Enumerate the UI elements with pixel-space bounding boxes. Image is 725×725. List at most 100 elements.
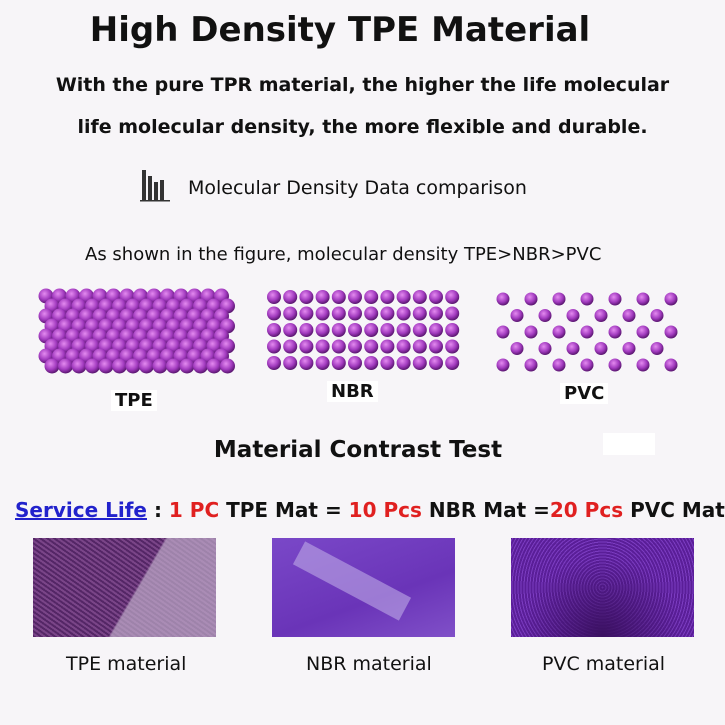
- molecule-dot: [348, 356, 362, 370]
- molecule-dot: [267, 339, 281, 354]
- molecule-dot: [299, 339, 314, 354]
- molecule-dot: [315, 306, 330, 321]
- molecule-dot: [380, 356, 395, 370]
- molecule-dot: [58, 358, 73, 374]
- molecule-dot: [664, 292, 678, 306]
- tpe-count: 1 PC: [168, 498, 220, 522]
- page-title: High Density TPE Material: [89, 10, 591, 50]
- molecule-dot: [429, 356, 443, 370]
- molecule-dot: [524, 358, 538, 372]
- molecule-dot: [139, 358, 154, 374]
- tpe-material-photo: [33, 538, 216, 637]
- molecule-dot: [429, 323, 443, 337]
- molecule-dot: [380, 290, 395, 304]
- molecule-dot: [44, 358, 60, 374]
- molecule-dot: [299, 323, 314, 337]
- molecule-dot: [552, 292, 566, 306]
- molecule-dot: [112, 358, 127, 374]
- molecule-dot: [496, 325, 510, 339]
- molecule-dot: [380, 339, 395, 354]
- molecule-dot: [315, 339, 330, 354]
- molecule-dot: [594, 309, 608, 322]
- intro-line-2: life molecular density, the more flexibl…: [77, 116, 648, 138]
- molecule-dot: [98, 358, 114, 374]
- molecule-dot: [445, 290, 460, 304]
- molecule-dot: [299, 356, 314, 370]
- molecule-dot: [650, 309, 664, 322]
- molecule-dot: [650, 342, 664, 355]
- nbr-count: 10 Pcs: [348, 498, 422, 522]
- molecule-dot: [348, 339, 362, 354]
- density-title: Molecular Density Data comparison: [188, 177, 527, 199]
- molecule-dot: [364, 356, 379, 370]
- molecule-dot: [580, 292, 594, 306]
- molecule-dot: [608, 358, 622, 372]
- tpe-caption: TPE material: [66, 653, 187, 675]
- molecule-dot: [85, 358, 100, 374]
- molecule-dot: [429, 339, 443, 354]
- molecule-dot: [566, 309, 580, 322]
- molecule-dot: [267, 306, 281, 321]
- molecule-dot: [331, 339, 346, 354]
- molecule-dot: [331, 290, 346, 304]
- molecule-dot: [664, 325, 678, 339]
- molecule-dot: [636, 358, 650, 372]
- molecule-dot: [283, 290, 298, 304]
- molecule-dot: [380, 306, 395, 321]
- molecule-dot: [552, 358, 566, 372]
- pvc-label: PVC: [560, 383, 609, 404]
- molecule-dot: [538, 342, 552, 355]
- molecule-dot: [364, 323, 379, 337]
- figure-note: As shown in the figure, molecular densit…: [85, 244, 602, 265]
- molecule-dot: [510, 309, 524, 322]
- molecule-dot: [445, 356, 460, 370]
- pvc-molecule-grid: [496, 292, 678, 372]
- molecule-dot: [315, 356, 330, 370]
- molecule-dot: [315, 290, 330, 304]
- molecule-dot: [412, 306, 427, 321]
- tpe-text: TPE Mat =: [219, 498, 349, 522]
- pvc-material-photo: [511, 538, 694, 637]
- nbr-label: NBR: [327, 381, 378, 402]
- molecule-dot: [396, 323, 411, 337]
- molecule-dot: [396, 356, 411, 370]
- molecule-dot: [524, 325, 538, 339]
- molecule-dot: [412, 290, 427, 304]
- molecule-dot: [267, 290, 281, 304]
- molecule-dot: [566, 342, 580, 355]
- molecule-dot: [580, 358, 594, 372]
- molecule-dot: [267, 356, 281, 370]
- molecule-dot: [364, 290, 379, 304]
- molecule-dot: [396, 306, 411, 321]
- molecule-dot: [622, 342, 636, 355]
- molecule-dot: [636, 292, 650, 306]
- contrast-title: Material Contrast Test: [213, 437, 503, 463]
- molecule-dot: [331, 306, 346, 321]
- molecule-dot: [152, 358, 168, 374]
- service-life-link[interactable]: Service Life: [15, 498, 147, 522]
- molecule-dot: [380, 323, 395, 337]
- molecule-dot: [364, 306, 379, 321]
- separator: :: [146, 498, 169, 522]
- molecule-dot: [412, 339, 427, 354]
- molecule-dot: [331, 356, 346, 370]
- pvc-text: PVC Mat: [623, 498, 725, 522]
- molecule-dot: [608, 325, 622, 339]
- molecule-dot: [206, 358, 222, 374]
- molecule-dot: [315, 323, 330, 337]
- molecule-dot: [412, 323, 427, 337]
- molecule-dot: [179, 358, 195, 374]
- molecule-dot: [496, 292, 510, 306]
- molecule-dot: [166, 358, 181, 374]
- molecule-dot: [71, 358, 87, 374]
- molecule-dot: [538, 309, 552, 322]
- molecule-dot: [396, 339, 411, 354]
- nbr-molecule-grid: [267, 290, 460, 370]
- nbr-caption: NBR material: [306, 653, 432, 675]
- molecule-dot: [331, 323, 346, 337]
- molecule-dot: [524, 292, 538, 306]
- molecule-dot: [283, 306, 298, 321]
- molecule-dot: [348, 306, 362, 321]
- molecule-dot: [594, 342, 608, 355]
- intro-line-1: With the pure TPR material, the higher t…: [55, 74, 670, 96]
